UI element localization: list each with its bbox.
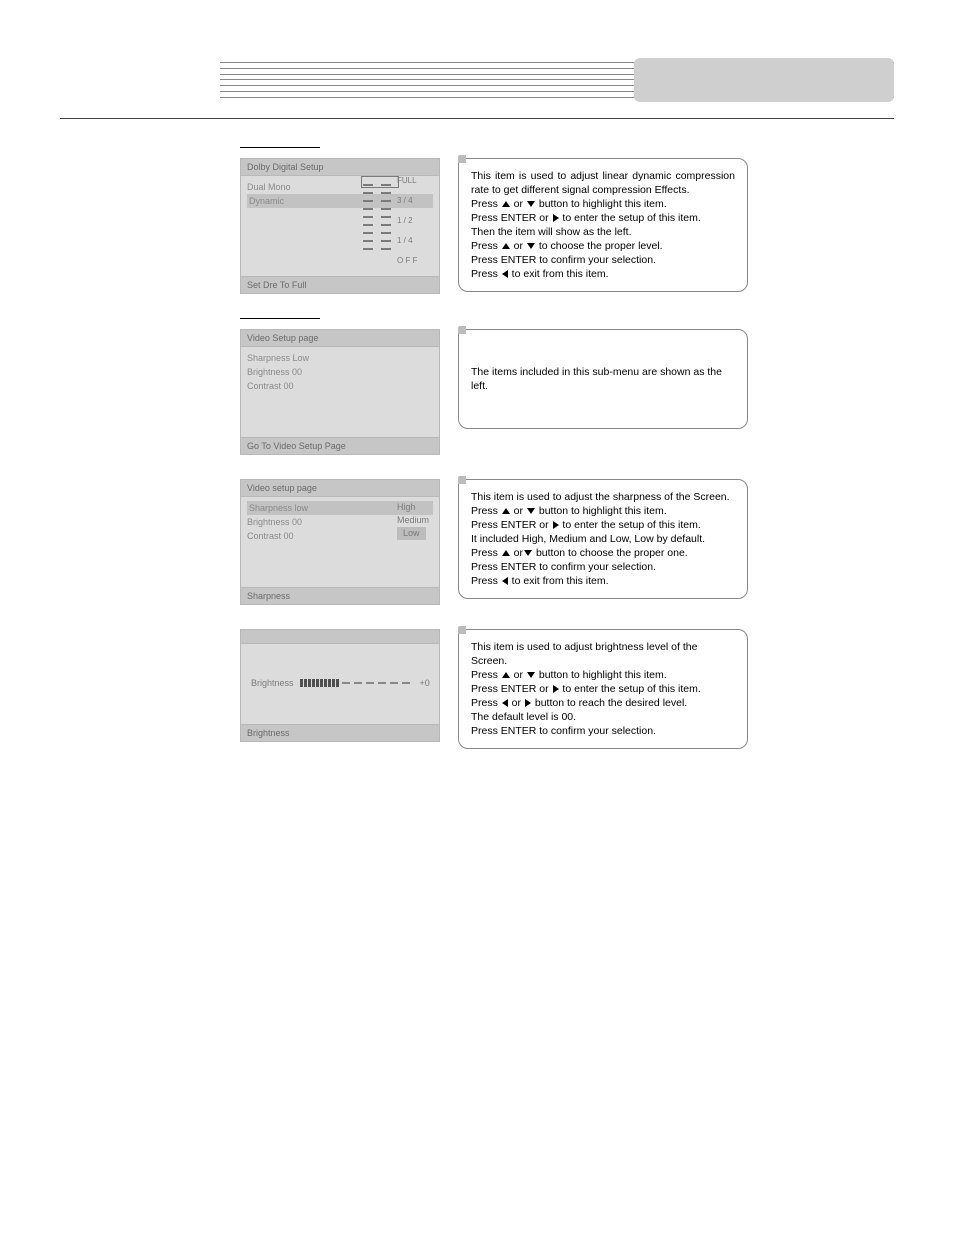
video-line-brightness[interactable]: Brightness 00 — [247, 365, 433, 379]
brightness-info-box: This item is used to adjust brightness l… — [458, 629, 748, 749]
arrow-up-icon — [502, 243, 510, 249]
arrow-up-icon — [502, 672, 510, 678]
video-section-heading — [240, 318, 320, 319]
bright-info-l1: Press or button to highlight this item. — [471, 668, 735, 682]
arrow-up-icon — [502, 508, 510, 514]
sharp-info-l5: Press ENTER to confirm your selection. — [471, 560, 735, 574]
arrow-down-icon — [524, 550, 532, 556]
video-osd-footer: Go To Video Setup Page — [241, 437, 439, 454]
sharp-opt-low[interactable]: Low — [397, 527, 426, 540]
dolby-info-l6: Press to exit from this item. — [471, 267, 735, 281]
sharp-info-intro: This item is used to adjust the sharpnes… — [471, 490, 735, 504]
arrow-left-icon — [502, 699, 508, 707]
video-line-sharpness[interactable]: Sharpness Low — [247, 351, 433, 365]
brightness-value: +0 — [420, 678, 430, 688]
video-line-contrast[interactable]: Contrast 00 — [247, 379, 433, 393]
ladder-34[interactable]: 3 / 4 — [397, 196, 413, 205]
dynamic-ladder: FULL 3 / 4 1 / 2 1 / 4 O F F — [363, 178, 433, 256]
ladder-12[interactable]: 1 / 2 — [397, 216, 413, 225]
sharp-opt-high[interactable]: High — [397, 501, 429, 514]
brightness-osd-panel: Brightness +0 Brightness — [240, 629, 440, 742]
ladder-full[interactable]: FULL — [397, 176, 417, 185]
sharp-info-l2: Press ENTER or to enter the setup of thi… — [471, 518, 735, 532]
arrow-down-icon — [527, 201, 535, 207]
arrow-left-icon — [502, 270, 508, 278]
sharp-info-l4: Press or button to choose the proper one… — [471, 546, 735, 560]
sharpness-osd-title: Video setup page — [241, 480, 439, 497]
sharpness-osd-footer: Sharpness — [241, 587, 439, 604]
arrow-right-icon — [553, 214, 559, 222]
ladder-selected-box — [361, 176, 399, 188]
sharpness-row: Video setup page Sharpness low Brightnes… — [60, 479, 894, 605]
brightness-row: Brightness +0 Brightness This item is us… — [60, 629, 894, 749]
arrow-left-icon — [502, 577, 508, 585]
sharp-info-l6: Press to exit from this item. — [471, 574, 735, 588]
sharpness-osd-panel: Video setup page Sharpness low Brightnes… — [240, 479, 440, 605]
video-info-box: The items included in this sub-menu are … — [458, 329, 748, 429]
page-header-band — [60, 60, 894, 110]
arrow-right-icon — [553, 521, 559, 529]
dolby-row: Dolby Digital Setup Dual Mono Dynamic FU… — [60, 158, 894, 294]
dolby-osd-footer: Set Dre To Full — [241, 276, 439, 293]
header-underline — [60, 118, 894, 119]
ladder-14[interactable]: 1 / 4 — [397, 236, 413, 245]
arrow-down-icon — [527, 672, 535, 678]
sharp-opt-medium[interactable]: Medium — [397, 514, 429, 527]
sharp-options: High Medium Low — [397, 501, 429, 540]
brightness-label: Brightness — [251, 678, 294, 688]
brightness-slider-row[interactable]: Brightness +0 — [251, 678, 429, 688]
bright-info-l4: The default level is 00. — [471, 710, 735, 724]
dolby-section-heading — [240, 147, 320, 148]
dolby-info-l1: Press or button to highlight this item. — [471, 197, 735, 211]
brightness-osd-head — [241, 630, 439, 644]
sharpness-info-box: This item is used to adjust the sharpnes… — [458, 479, 748, 599]
dolby-info-l5: Press ENTER to confirm your selection. — [471, 253, 735, 267]
arrow-down-icon — [527, 243, 535, 249]
arrow-right-icon — [525, 699, 531, 707]
brightness-osd-footer: Brightness — [241, 724, 439, 741]
dolby-osd-panel: Dolby Digital Setup Dual Mono Dynamic FU… — [240, 158, 440, 294]
dolby-osd-title: Dolby Digital Setup — [241, 159, 439, 176]
dolby-info-l3: Then the item will show as the left. — [471, 225, 735, 239]
dolby-info-box: This item is used to adjust linear dynam… — [458, 158, 748, 292]
arrow-up-icon — [502, 201, 510, 207]
sharp-info-l1: Press or button to highlight this item. — [471, 504, 735, 518]
video-info-text: The items included in this sub-menu are … — [471, 365, 735, 393]
header-pill — [634, 58, 894, 102]
sharp-info-l3: It included High, Medium and Low, Low by… — [471, 532, 735, 546]
arrow-up-icon — [502, 550, 510, 556]
bright-info-l5: Press ENTER to confirm your selection. — [471, 724, 735, 738]
dolby-info-intro: This item is used to adjust linear dynam… — [471, 169, 735, 197]
bright-info-l2: Press ENTER or to enter the setup of thi… — [471, 682, 735, 696]
dolby-info-l2: Press ENTER or to enter the setup of thi… — [471, 211, 735, 225]
video-osd-panel: Video Setup page Sharpness Low Brightnes… — [240, 329, 440, 455]
bright-info-intro: This item is used to adjust brightness l… — [471, 640, 735, 668]
dolby-info-l4: Press or to choose the proper level. — [471, 239, 735, 253]
bright-info-l3: Press or button to reach the desired lev… — [471, 696, 735, 710]
video-osd-title: Video Setup page — [241, 330, 439, 347]
arrow-down-icon — [527, 508, 535, 514]
video-main-row: Video Setup page Sharpness Low Brightnes… — [60, 329, 894, 455]
ladder-off[interactable]: O F F — [397, 256, 417, 265]
arrow-right-icon — [553, 685, 559, 693]
brightness-bar — [300, 679, 412, 687]
